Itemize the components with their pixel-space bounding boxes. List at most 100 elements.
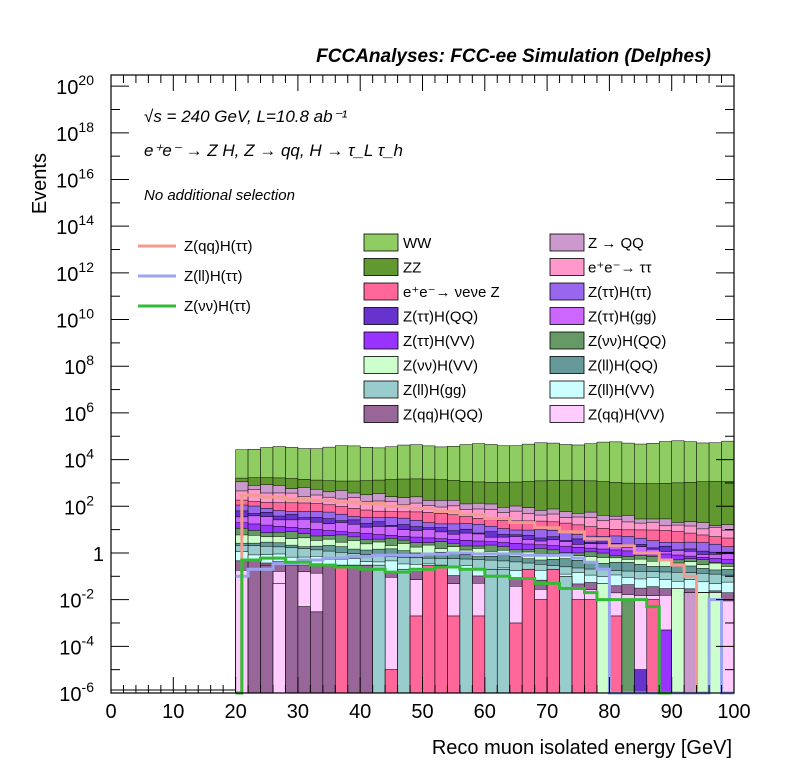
- legend-label: Z(ττ)H(VV): [403, 333, 475, 350]
- bar: [272, 583, 286, 694]
- bar: [496, 568, 511, 694]
- axis-ticks: 0 10 20 30 40 50 60 70 80 90 100102010181016101410…: [56, 72, 751, 723]
- bar: [546, 568, 560, 694]
- legend-label: Z(ττ)H(gg): [588, 309, 657, 326]
- signal-line-z-ll-h: [235, 551, 734, 695]
- y-tick-label: 102: [64, 492, 94, 519]
- x-tick-label: 0: [105, 701, 116, 723]
- bar: [609, 615, 623, 694]
- bar: [634, 669, 648, 694]
- legend-box-swatch: [363, 331, 399, 350]
- legend-entry-z-h-qq: Z(νν)H(QQ): [549, 331, 666, 350]
- legend-entry-z-h-vv: Z(νν)H(VV): [363, 356, 478, 375]
- plot-area: [111, 440, 735, 695]
- bar: [260, 564, 274, 694]
- legend-box-swatch: [363, 233, 399, 252]
- signal-line-z-qq-h: [235, 493, 710, 695]
- legend-entry-z-ll-h-qq: Z(ll)H(QQ): [549, 356, 658, 375]
- y-tick-label: 1018: [56, 119, 94, 146]
- legend-box-swatch: [549, 356, 585, 374]
- legend-label: Z(ll)H(QQ): [588, 358, 658, 375]
- bar: [334, 564, 349, 694]
- y-tick-label: 106: [64, 399, 94, 426]
- legend-box-swatch: [363, 307, 399, 325]
- legend-entry-z-qq-h-vv: Z(qq)H(VV): [549, 405, 665, 424]
- legend-box-swatch: [363, 356, 399, 374]
- legend-label: ZZ: [403, 260, 421, 277]
- legend-label: Z(ττ)H(ττ): [588, 284, 652, 301]
- x-tick-label: 70: [536, 701, 558, 723]
- bar: [671, 588, 685, 694]
- x-tick-label: 100: [717, 701, 750, 723]
- y-tick-label: 10-2: [59, 586, 94, 613]
- bar: [534, 599, 548, 694]
- bar: [696, 592, 710, 694]
- legend-entry-z-h: Z(νν)H(ττ): [138, 298, 251, 315]
- legend-box-swatch: [549, 405, 585, 423]
- bar: [310, 611, 324, 694]
- legend-entry-z-qq-h-qq: Z(qq)H(QQ): [363, 405, 483, 424]
- bar: [708, 592, 722, 694]
- bar: [372, 564, 386, 694]
- legend-box-swatch: [549, 331, 585, 350]
- legend-label: WW: [403, 235, 432, 252]
- y-tick-label: 1: [93, 544, 104, 566]
- chart-title: FCCAnalyses: FCC-ee Simulation (Delphes): [316, 46, 711, 67]
- legend-label: e⁺e⁻→ ττ: [588, 260, 652, 277]
- bar: [459, 568, 473, 694]
- annotation-energy-lumi: √s = 240 GeV, L=10.8 ab⁻¹: [144, 107, 348, 126]
- legend-entry-e-e: e⁺e⁻→ ττ: [549, 258, 652, 277]
- bar: [721, 600, 735, 694]
- legend-label: e⁺e⁻→ νeνe Z: [403, 284, 500, 301]
- legend-entry-ww: WW: [363, 233, 432, 252]
- x-tick-label: 50: [411, 701, 433, 723]
- legend-entry-z-qq-h: Z(qq)H(ττ): [138, 238, 253, 255]
- bar: [571, 599, 585, 694]
- bar: [621, 599, 635, 694]
- legend-box-swatch: [363, 380, 399, 399]
- legend-label: Z(qq)H(ττ): [184, 238, 253, 255]
- legend-label: Z(νν)H(QQ): [588, 333, 666, 350]
- x-tick-label: 60: [474, 701, 496, 723]
- legend-entry-z-h-gg: Z(ττ)H(gg): [549, 307, 657, 326]
- x-axis-label: Reco muon isolated energy [GeV]: [432, 737, 732, 759]
- y-tick-label: 10-4: [59, 632, 94, 659]
- bar: [683, 592, 697, 694]
- y-tick-label: 1014: [56, 212, 94, 239]
- bar: [472, 615, 486, 694]
- legend-box-swatch: [549, 307, 585, 325]
- legend-box-swatch: [363, 258, 399, 276]
- legend-box-swatch: [363, 405, 399, 423]
- y-tick-label: 108: [64, 352, 94, 379]
- legend-entry-zz: ZZ: [363, 258, 421, 277]
- legend-box-swatch: [363, 282, 399, 301]
- low-bins: [247, 564, 722, 694]
- legend-box-swatch: [549, 282, 585, 301]
- bar: [484, 568, 498, 694]
- signal-line-z-h: [235, 556, 672, 695]
- bar: [359, 564, 373, 694]
- x-tick-label: 80: [598, 701, 620, 723]
- legend-label: Z(ll)H(gg): [403, 382, 466, 399]
- bar: [521, 568, 535, 694]
- legend-label: Z(qq)H(QQ): [403, 407, 483, 424]
- legend-entry-e-e-e-e-z: e⁺e⁻→ νeνe Z: [363, 282, 500, 301]
- legend-label: Z(νν)H(ττ): [184, 298, 251, 315]
- bar: [658, 629, 672, 694]
- bar: [584, 599, 598, 694]
- bar: [409, 615, 423, 694]
- annotation-process: e⁺e⁻ → Z H, Z → qq, H → τ_L τ_h: [144, 141, 403, 160]
- legend-label: Z → QQ: [588, 235, 644, 252]
- legend-entry-z-qq: Z → QQ: [549, 233, 644, 252]
- y-tick-label: 104: [64, 446, 94, 473]
- bar: [422, 564, 436, 694]
- bar: [646, 599, 660, 694]
- legend-label: Z(ll)H(ττ): [184, 268, 243, 285]
- bar: [285, 564, 299, 694]
- y-tick-label: 1010: [56, 306, 94, 333]
- legend-label: Z(ττ)H(QQ): [403, 309, 478, 326]
- legend-entry-z-ll-h: Z(ll)H(ττ): [138, 268, 243, 285]
- bar: [322, 564, 336, 694]
- legend-entry-z-h-vv: Z(ττ)H(VV): [363, 331, 475, 350]
